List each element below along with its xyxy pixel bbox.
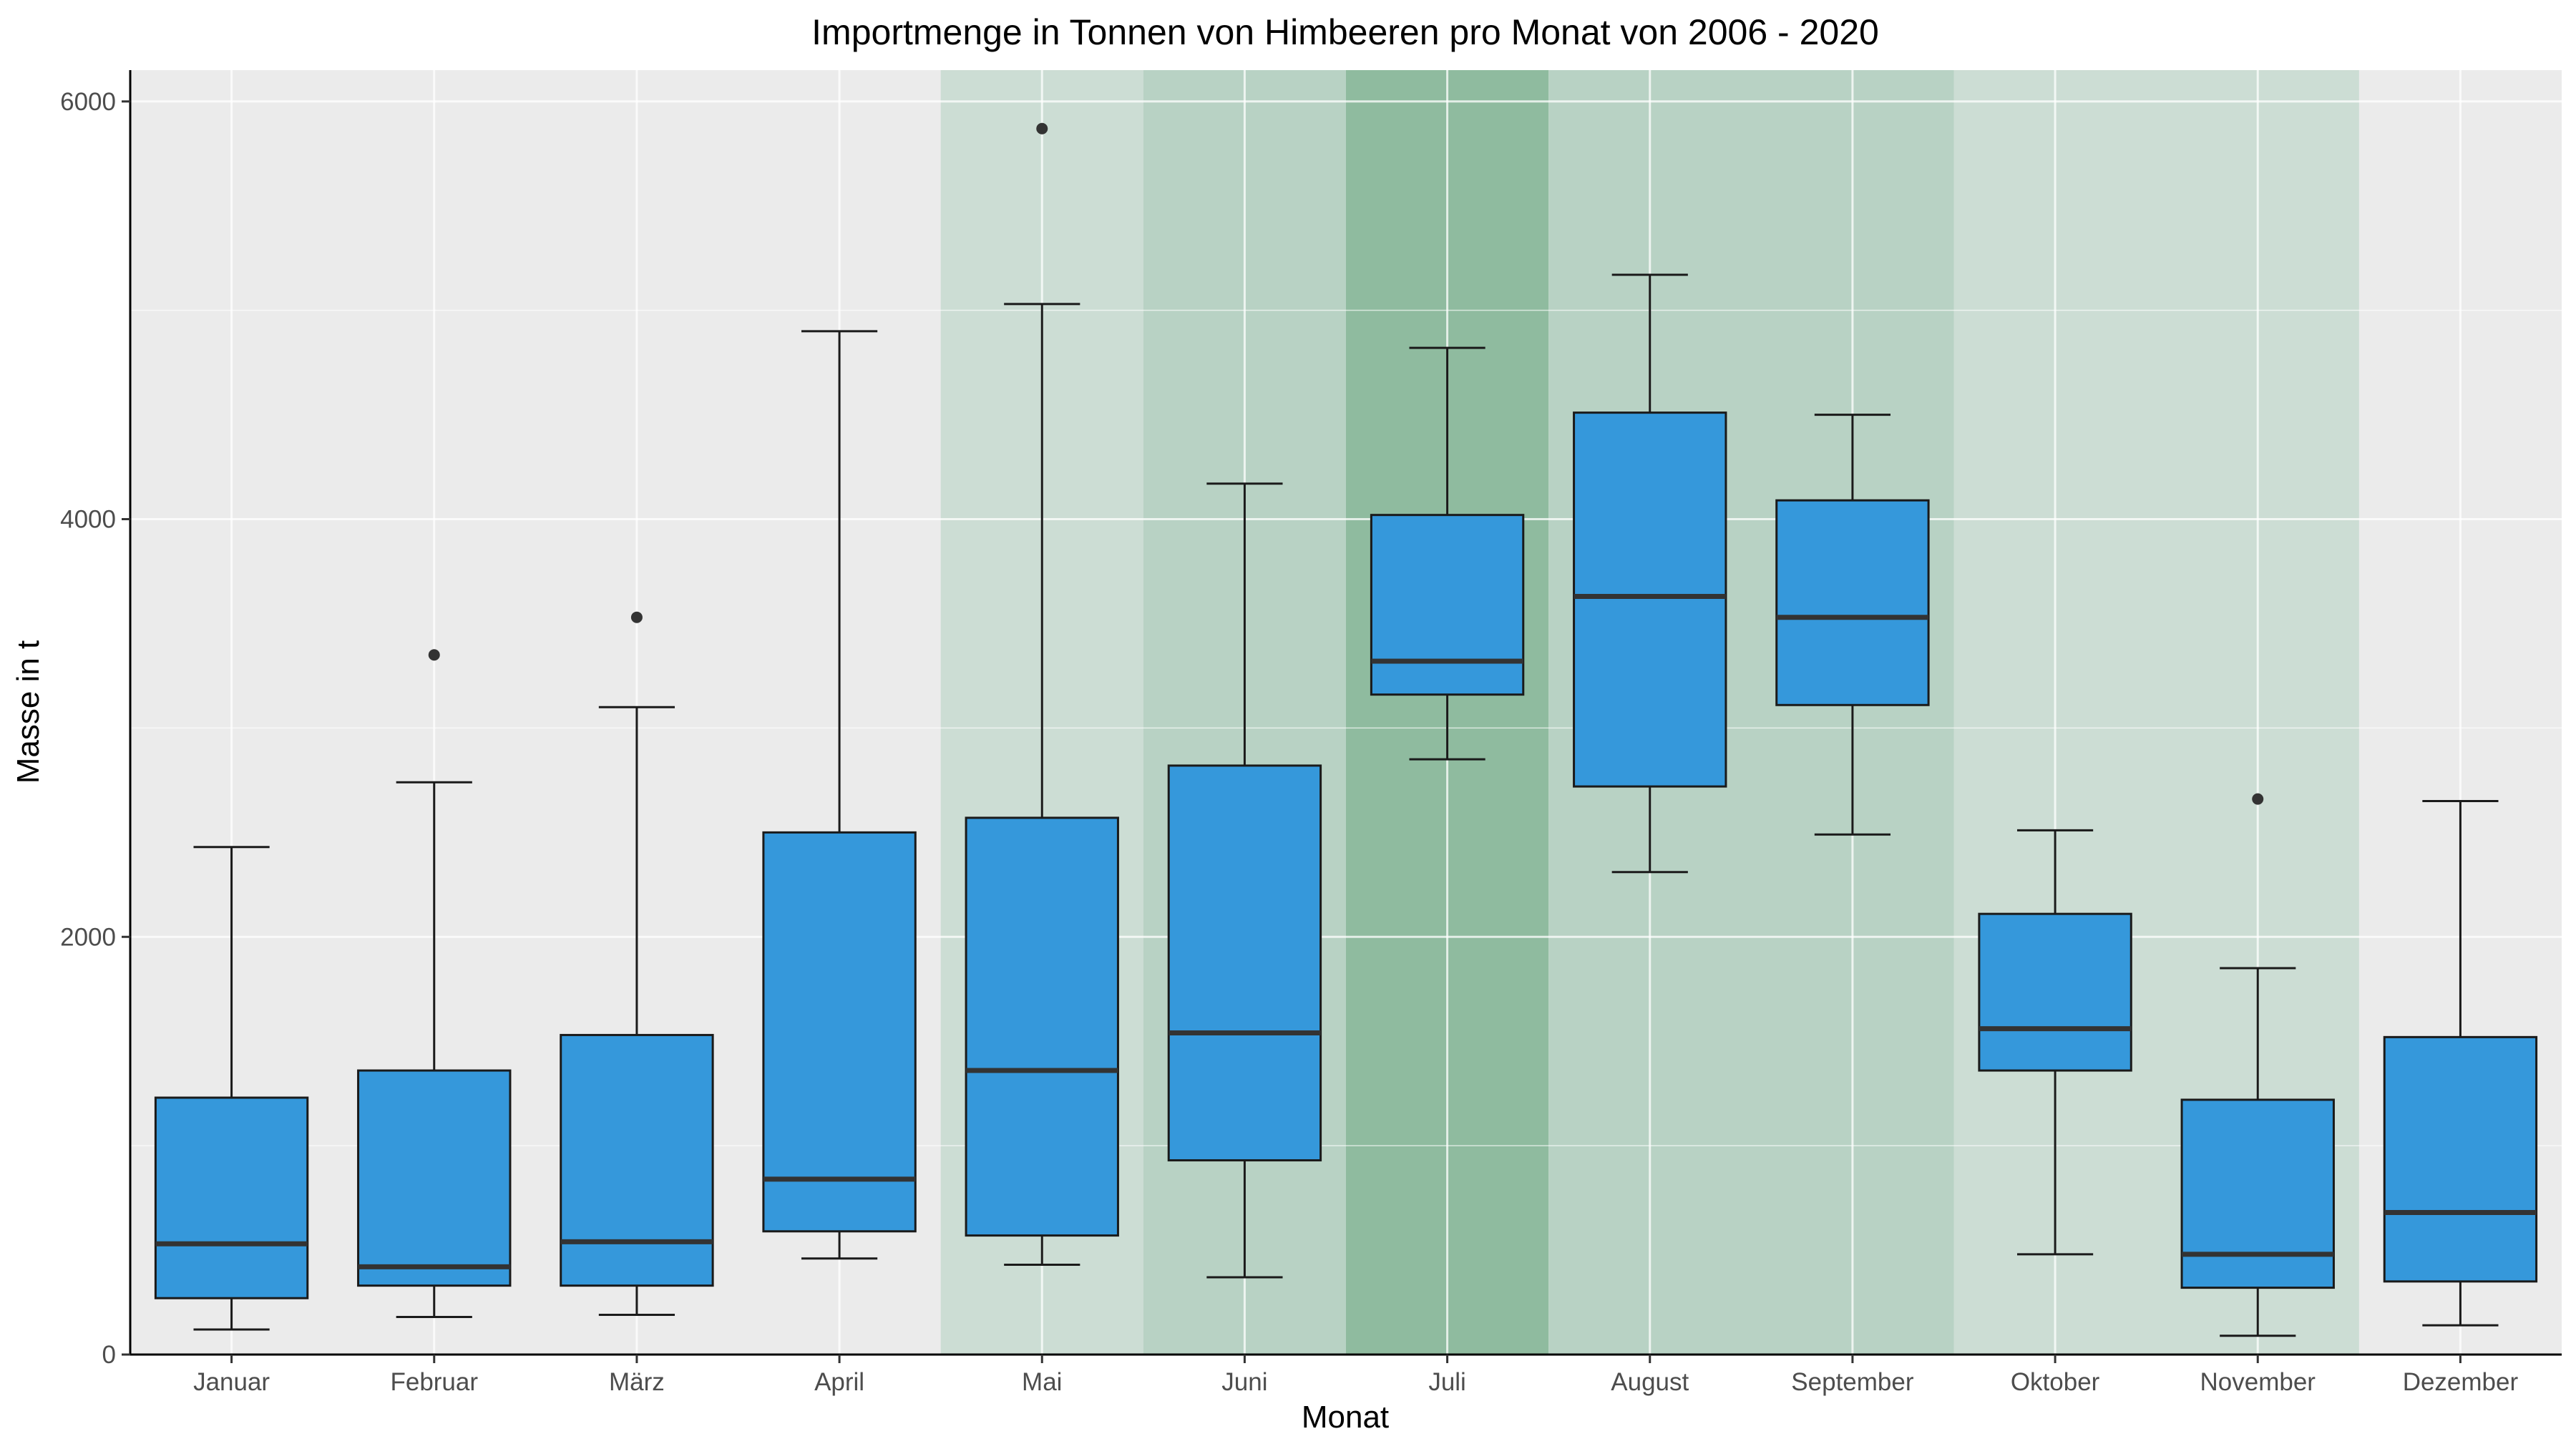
box-iqr xyxy=(2383,1035,2538,1283)
box-januar xyxy=(154,846,309,1331)
outlier-point xyxy=(1036,122,1048,135)
x-tick-label: Oktober xyxy=(2011,1368,2100,1396)
box-iqr xyxy=(1775,499,1930,706)
x-tick-label: Juni xyxy=(1221,1368,1267,1396)
box-iqr xyxy=(965,816,1119,1237)
y-axis-title: Masse in t xyxy=(11,640,46,784)
box-iqr xyxy=(762,831,917,1233)
x-tick-label: Januar xyxy=(193,1368,270,1396)
box-iqr xyxy=(2180,1098,2335,1289)
y-tick-label: 6000 xyxy=(60,88,116,116)
y-tick-label: 0 xyxy=(102,1341,116,1369)
outlier-point xyxy=(2252,793,2264,805)
box-iqr xyxy=(1978,912,2132,1072)
x-tick-label: April xyxy=(814,1368,864,1396)
box-dezember xyxy=(2383,800,2538,1327)
x-tick-label: Mai xyxy=(1022,1368,1062,1396)
box-series xyxy=(154,122,2538,1337)
box-iqr xyxy=(154,1096,309,1299)
box-iqr xyxy=(1370,514,1525,696)
axes xyxy=(129,70,2562,1356)
box-august xyxy=(1573,273,1727,874)
box-april xyxy=(762,330,917,1260)
box-september xyxy=(1775,414,1930,836)
chart-title: Importmenge in Tonnen von Himbeeren pro … xyxy=(811,12,1879,52)
x-tick-label: August xyxy=(1611,1368,1689,1396)
box-iqr xyxy=(560,1033,714,1287)
y-tick-label: 4000 xyxy=(60,506,116,534)
box-mai xyxy=(965,122,1119,1266)
box-iqr xyxy=(1167,764,1322,1162)
x-tick-label: Juli xyxy=(1428,1368,1466,1396)
box-iqr xyxy=(1573,411,1727,788)
outlier-point xyxy=(630,611,643,623)
box-februar xyxy=(357,649,512,1318)
y-tick-label: 2000 xyxy=(60,923,116,951)
x-tick-label: März xyxy=(609,1368,665,1396)
x-tick-label: September xyxy=(1791,1368,1914,1396)
y-axis-ticks: 0 2000 4000 6000 xyxy=(60,88,130,1369)
x-tick-label: Februar xyxy=(390,1368,478,1396)
box-iqr xyxy=(357,1069,512,1287)
x-tick-label: November xyxy=(2200,1368,2316,1396)
box-november xyxy=(2180,793,2335,1337)
box-juni xyxy=(1167,482,1322,1279)
x-tick-label: Dezember xyxy=(2403,1368,2519,1396)
x-axis-ticks: Januar Februar März April Mai Juni Juli August S… xyxy=(193,1355,2518,1396)
box-oktober xyxy=(1978,829,2132,1256)
box-juli xyxy=(1370,346,1525,761)
box-märz xyxy=(560,611,714,1317)
x-axis-title: Monat xyxy=(1302,1400,1389,1435)
outlier-point xyxy=(428,649,440,661)
